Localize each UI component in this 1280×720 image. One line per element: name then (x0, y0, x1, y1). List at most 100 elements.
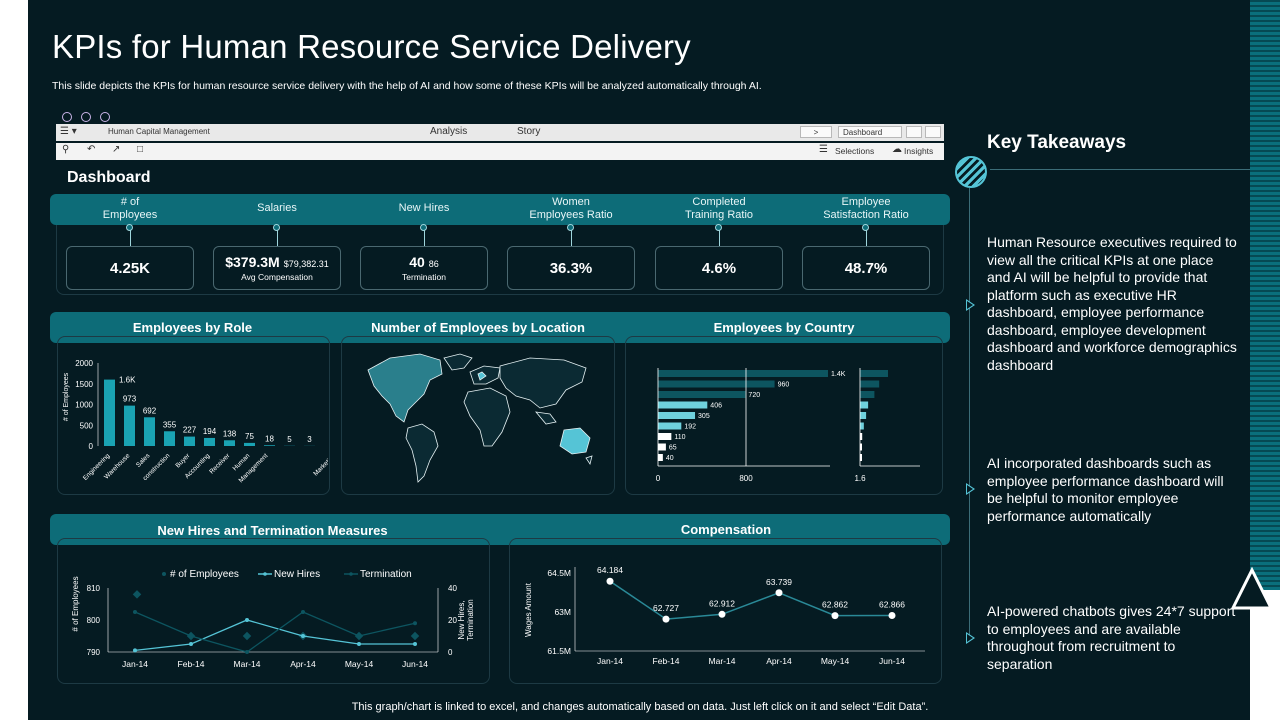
data-point (189, 634, 193, 638)
bar (204, 437, 215, 446)
search-icon[interactable]: ⚲ (62, 144, 70, 155)
data-point (831, 612, 839, 620)
takeaways-circle-icon (955, 156, 987, 188)
bar (658, 443, 666, 451)
data-point (301, 610, 305, 614)
data-point (606, 577, 614, 585)
undo-icon[interactable]: ↶ (87, 144, 96, 155)
bar-value-label: 305 (698, 413, 710, 420)
x-tick-label: 800 (739, 474, 753, 483)
kpi-header-band (50, 194, 950, 225)
hamburger-menu-icon[interactable]: ☰ ▾ (60, 126, 77, 137)
kpi-value: 4.25K (109, 260, 151, 277)
data-label: 64.184 (597, 565, 623, 575)
kpi-connector (571, 225, 572, 246)
toolbar-box-button[interactable] (906, 126, 922, 138)
window-dot[interactable] (62, 112, 72, 122)
bar-value-label: 192 (684, 424, 696, 431)
page-subtitle: This slide depicts the KPIs for human re… (52, 80, 762, 92)
hires-chart-card (57, 538, 490, 684)
bar-value-label: 40 (666, 455, 674, 462)
data-point (888, 611, 896, 619)
bullet-arrow-icon (966, 299, 975, 311)
kpi-subtitle: Avg Compensation (241, 272, 313, 282)
bar (658, 370, 828, 377)
kpi-connector (130, 225, 131, 246)
data-label: 63.739 (766, 577, 792, 587)
dashboard-label: Dashboard (67, 169, 151, 186)
dashboard-button[interactable]: Dashboard (838, 126, 902, 138)
y-axis-label: New Hires, (457, 600, 466, 639)
kpi-heading: New Hires (398, 202, 450, 214)
series-line (134, 611, 416, 653)
kpi-card: 36.3% (507, 246, 635, 290)
bar (860, 454, 862, 461)
bar (224, 440, 235, 446)
category-label: Buyer (174, 452, 192, 470)
kpi-card: 4.25K (66, 246, 194, 290)
accent-stripes (1250, 0, 1280, 590)
x-tick-label: Mar-14 (709, 656, 736, 666)
kpi-card: 4.6% (655, 246, 783, 290)
bar (860, 443, 862, 451)
compensation-title: Compensation (680, 522, 772, 537)
divider-line (990, 169, 1250, 170)
kpi-connector-dot (715, 224, 722, 231)
data-point (242, 631, 252, 641)
insights-icon: ☁ (892, 144, 902, 155)
data-label: 62.727 (653, 603, 679, 613)
data-point (413, 621, 417, 626)
kpi-connector (277, 225, 278, 246)
bar-value-label: 720 (748, 392, 760, 399)
takeaway-text: AI incorporated dashboards such as emplo… (987, 455, 1224, 524)
category-label: Marketing (312, 452, 328, 477)
kpi-connector-dot (862, 224, 869, 231)
window-dot[interactable] (100, 112, 110, 122)
toolbar-box-button[interactable] (925, 126, 941, 138)
bar-value-label: 3 (307, 435, 312, 444)
y-tick-label: 40 (448, 584, 457, 593)
kpi-value: 40 (409, 254, 425, 270)
x-tick-label: Jun-14 (879, 656, 905, 666)
x-tick-label: Feb-14 (178, 659, 205, 669)
selections-button[interactable]: Selections (835, 146, 875, 156)
nav-forward-button[interactable]: > (800, 126, 832, 138)
kpi-secondary-value: 86 (428, 259, 439, 269)
bar (244, 442, 255, 446)
bar-value-label: 65 (669, 445, 677, 452)
bar (104, 379, 115, 446)
y-axis-label: Termination (466, 599, 475, 640)
data-point (775, 589, 783, 597)
y-tick-label: 0 (89, 442, 94, 451)
data-point (133, 610, 137, 614)
insights-button[interactable]: Insights (904, 146, 934, 156)
bar (860, 391, 875, 398)
window-dot[interactable] (81, 112, 91, 122)
tab-story[interactable]: Story (517, 126, 541, 137)
y-tick-label: 1000 (75, 401, 93, 410)
share-icon[interactable]: ↗ (112, 144, 121, 155)
kpi-heading: # of Employees (102, 196, 158, 221)
kpi-value: 48.7% (844, 260, 888, 277)
employees-by-country-title: Employees by Country (713, 320, 855, 335)
category-label: Sales (135, 452, 152, 469)
legend-label: New Hires (274, 569, 320, 580)
bullet-arrow-icon (966, 632, 975, 644)
kpi-subtitle: Termination (402, 272, 446, 282)
bar (658, 380, 775, 388)
kpi-value-row: $379.3M $79,382.31 (214, 254, 340, 272)
compensation-chart-card (509, 538, 942, 684)
y-tick-label: 1500 (75, 380, 93, 389)
bar-value-label: 138 (223, 429, 237, 438)
document-icon[interactable]: □ (137, 144, 144, 155)
hires-termination-title: New Hires and Termination Measures (157, 523, 388, 538)
kpi-card: $379.3M $79,382.31 Avg Compensation (213, 246, 341, 290)
data-point (245, 618, 249, 622)
kpi-heading: Completed Training Ratio (684, 196, 754, 221)
tab-analysis[interactable]: Analysis (430, 126, 468, 137)
charts-header-band-2 (50, 514, 950, 545)
kpi-connector-dot (126, 224, 133, 231)
bar (184, 436, 195, 446)
data-point (189, 642, 193, 646)
